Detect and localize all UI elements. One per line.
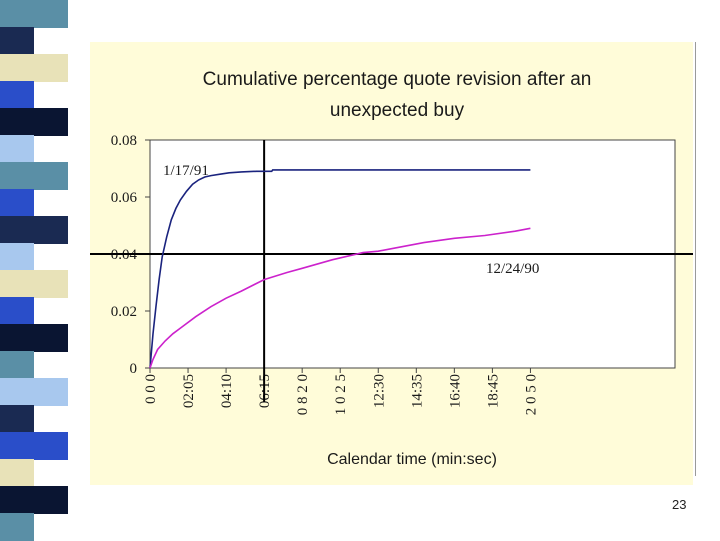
stripe-block	[0, 243, 34, 271]
stripe-block	[0, 432, 68, 460]
stripe-block	[0, 135, 34, 163]
slide-number: 23	[672, 497, 687, 512]
stripe-block	[0, 108, 68, 136]
stripe-block	[0, 486, 68, 514]
stripe-block	[0, 81, 34, 109]
x-tick-label: 04:10	[219, 374, 235, 408]
x-tick-label: 2 0 5 0	[523, 374, 539, 415]
x-tick-label: 18:45	[485, 374, 501, 408]
stripe-block	[0, 378, 68, 406]
y-tick-label: 0	[130, 361, 138, 377]
reference-lines	[90, 140, 693, 402]
y-tick-label: 0.08	[111, 133, 137, 149]
stripe-block	[0, 351, 34, 379]
stripe-block	[0, 0, 68, 28]
series-line-12-24-90	[149, 227, 531, 369]
x-tick-label: 0 8 2 0	[295, 374, 311, 415]
stripe-block	[0, 324, 68, 352]
page-divider	[695, 42, 696, 476]
x-tick-label: 14:35	[409, 374, 425, 408]
chart-title-line-2: unexpected buy	[330, 100, 465, 121]
stripe-block	[0, 54, 68, 82]
stripe-block	[0, 27, 34, 55]
stripe-block	[0, 513, 34, 541]
stripe-block	[0, 189, 34, 217]
y-tick-label: 0.06	[111, 190, 138, 206]
stripe-block	[0, 270, 68, 298]
series-label-1-17-91: 1/17/91	[163, 163, 209, 179]
series-lines	[149, 169, 531, 369]
x-tick-label: 1 0 2 5	[333, 374, 349, 415]
y-tick-label: 0.02	[111, 304, 137, 320]
series-line-1-17-91	[149, 169, 531, 369]
x-tick-label: 0 0 0	[143, 374, 159, 404]
stripe-block	[0, 162, 68, 190]
x-tick-label: 02:05	[181, 374, 197, 408]
decorative-stripe	[0, 0, 68, 541]
x-axis-label: Calendar time (min:sec)	[327, 451, 497, 468]
stripe-block	[0, 459, 34, 487]
stripe-block	[0, 216, 68, 244]
chart-title-line-1: Cumulative percentage quote revision aft…	[203, 69, 592, 90]
stripe-block	[0, 297, 34, 325]
series-label-12-24-90: 12/24/90	[486, 261, 539, 277]
y-axis: 00.020.040.060.08	[111, 133, 150, 377]
x-tick-label: 12:30	[371, 374, 387, 408]
x-tick-label: 16:40	[447, 374, 463, 408]
stripe-block	[0, 405, 34, 433]
